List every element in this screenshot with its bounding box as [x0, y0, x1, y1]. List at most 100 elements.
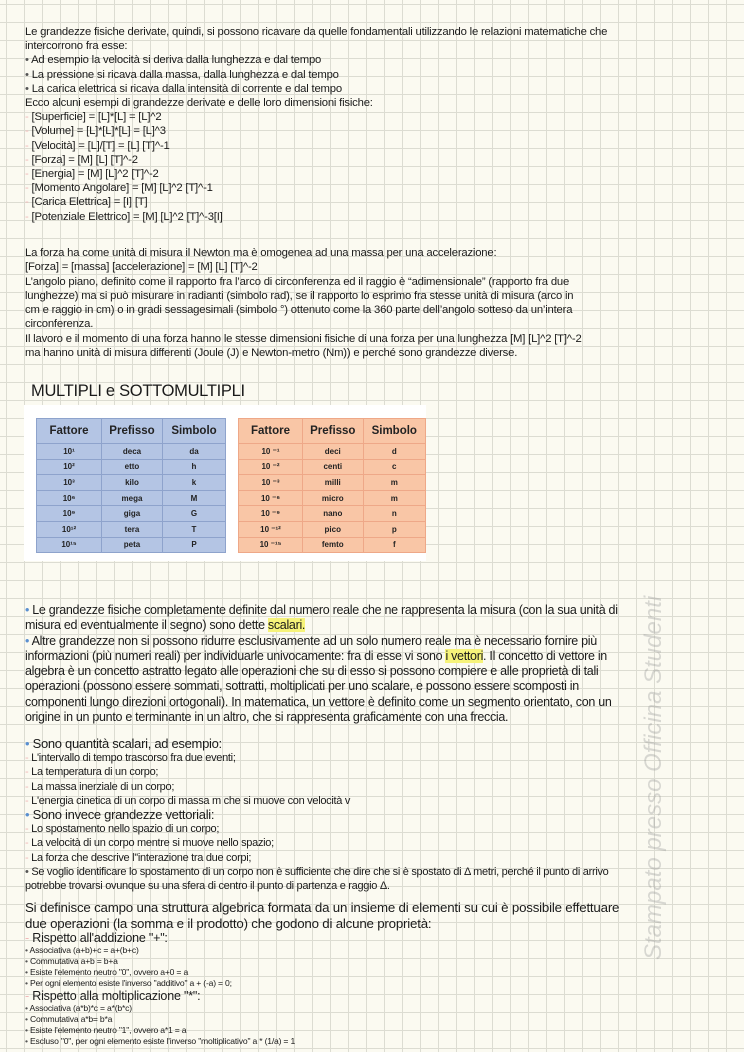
- list-item: - L'energia cinetica di un corpo di mass…: [25, 794, 351, 807]
- scalari-section: • Le grandezze fisiche completamente def…: [25, 603, 705, 725]
- table-cell: 10⁶: [36, 489, 102, 507]
- paragraph-line: • Le grandezze fisiche completamente def…: [25, 603, 618, 617]
- table-row: 10⁶ mega M: [36, 489, 226, 507]
- list-item: - La massa inerziale di un corpo;: [25, 780, 175, 793]
- section-title: MULTIPLI e SOTTOMULTIPLI: [31, 382, 245, 400]
- table-cell: 10 ⁻¹²: [238, 520, 303, 538]
- list-item: circonferenza.: [25, 318, 94, 331]
- list-item: [Forza] = [massa] [accelerazione] = [M] …: [25, 261, 258, 274]
- table-row: 10¹ deca da: [36, 443, 226, 460]
- campo-section: Si definisce campo una struttura algebri…: [25, 900, 705, 1047]
- paragraph-line: misura ed eventualmente il segno) sono d…: [25, 618, 306, 633]
- list-heading: • Sono invece grandezze vettoriali:: [25, 807, 215, 823]
- list-item: • Associativa (a*b)*c = a*(b*c): [25, 1003, 132, 1013]
- table-cell: G: [162, 505, 226, 522]
- list-heading: • Sono quantità scalari, ad esempio:: [25, 736, 222, 751]
- text-line: Si definisce campo una struttura algebri…: [25, 900, 620, 915]
- table-cell: femto: [302, 536, 364, 554]
- table-row: 10 ⁻¹⁵ femto f: [238, 536, 427, 554]
- list-item: • Esiste l'elemento neutro "0", ovvero a…: [25, 967, 189, 977]
- column-header: Simbolo: [162, 418, 226, 444]
- table-cell: n: [362, 505, 427, 522]
- table-cell: 10⁹: [36, 505, 102, 522]
- bullet-item: • Ad esempio la velocità si deriva dalla…: [25, 54, 322, 67]
- note-line: • Se voglio identificare lo spostamento …: [25, 865, 609, 878]
- table-row: 10 ⁻² centi c: [238, 458, 427, 476]
- table-cell: micro: [302, 489, 364, 507]
- list-item: ma hanno unità di misura differenti (Jou…: [25, 347, 518, 360]
- table-cell: 10 ⁻⁶: [238, 489, 303, 507]
- multipli-table: Fattore Prefisso Simbolo 10¹ deca da 10² etto h 1…: [36, 418, 226, 554]
- table-cell: pico: [302, 520, 364, 538]
- esempi-section: • Sono quantità scalari, ad esempio: - L…: [25, 736, 705, 893]
- table-row: 10⁹ giga G: [36, 505, 226, 522]
- table-cell: 10³: [36, 474, 102, 491]
- table-cell: 10 ⁻²: [238, 458, 303, 476]
- table-cell: milli: [302, 474, 364, 491]
- text-line: intercorrono fra esse:: [25, 40, 128, 53]
- sottomultipli-table: Fattore Prefisso Simbolo 10 ⁻¹ deci d 10 ⁻² cen…: [238, 418, 427, 554]
- table-cell: m: [362, 489, 427, 507]
- examples-list: - [Superficie] = [L]*[L] = [L]^2- [Volum…: [25, 110, 705, 224]
- table-cell: 10 ⁻³: [238, 474, 303, 491]
- column-header: Fattore: [238, 418, 303, 444]
- list-item: - [Superficie] = [L]*[L] = [L]^2: [25, 111, 162, 124]
- table-row: 10 ⁻¹ deci d: [238, 443, 427, 460]
- text-line: due operazioni (la somma e il prodotto) …: [25, 915, 432, 931]
- bullet-item: • La carica elettrica si ricava dalla in…: [25, 82, 342, 95]
- table-cell: nano: [302, 505, 364, 522]
- table-row: 10¹² tera T: [36, 520, 226, 538]
- list-item: - [Energia] = [M] [L]^2 [T]^-2: [25, 168, 159, 181]
- list-item: • Escluso "0", per ogni elemento esiste …: [25, 1036, 296, 1046]
- column-header: Simbolo: [362, 418, 427, 444]
- list-item: - [Potenziale Elettrico] = [M] [L]^2 [T]…: [25, 210, 223, 223]
- intro-section: Le grandezze fisiche derivate, quindi, s…: [25, 25, 705, 224]
- text-line: Ecco alcuni esempi di grandezze derivate…: [25, 97, 373, 110]
- table-row: 10 ⁻⁶ micro m: [238, 489, 427, 507]
- paragraph-line: • Altre grandezze non si possono ridurre…: [25, 633, 597, 648]
- table-cell: centi: [302, 458, 364, 476]
- table-cell: 10 ⁻¹: [238, 443, 303, 460]
- table-cell: mega: [101, 489, 163, 507]
- paragraph-line: algebra è un concetto astratto legato al…: [25, 664, 599, 679]
- list-item: • Commutativa a+b = b+a: [25, 956, 118, 966]
- table-cell: deci: [302, 443, 364, 460]
- column-header: Prefisso: [101, 418, 163, 444]
- paragraph-line: informazioni (più numeri reali) per indi…: [25, 648, 607, 663]
- list-item: La forza ha come unità di misura il Newt…: [25, 247, 497, 259]
- list-item: - [Volume] = [L]*[L]*[L] = [L]^3: [25, 125, 166, 138]
- list-item: cm e raggio in cm) o in gradi sessagesim…: [25, 304, 573, 317]
- paragraph-line: origine in un punto e terminante in un a…: [25, 710, 509, 725]
- table-cell: etto: [101, 458, 163, 476]
- list-item: • Associativa (a+b)+c = a+(b+c): [25, 945, 139, 955]
- list-item: - [Forza] = [M] [L] [T]^-2: [25, 153, 138, 166]
- table-cell: f: [362, 536, 427, 554]
- table-cell: M: [162, 489, 226, 507]
- table-row: 10 ⁻⁹ nano n: [238, 505, 427, 522]
- list-item: • Per ogni elemento esiste l'inverso "ad…: [25, 978, 232, 988]
- paragraph-line: componenti lungo direzioni ortogonali). …: [25, 694, 612, 709]
- table-cell: 10¹⁵: [36, 536, 102, 554]
- list-item: - La forza che descrive l''interazione t…: [25, 851, 252, 864]
- prefix-tables-image: Fattore Prefisso Simbolo 10¹ deca da 10² etto h 1…: [24, 405, 427, 561]
- table-cell: 10¹²: [36, 520, 102, 538]
- list-item: - [Velocità] = [L]/[T] = [L] [T]^-1: [25, 139, 170, 152]
- table-header-row: Fattore Prefisso Simbolo: [238, 418, 427, 444]
- column-header: Fattore: [36, 418, 102, 444]
- list-item: lunghezze) ma si può misurare in radiant…: [25, 289, 574, 302]
- table-cell: d: [362, 443, 427, 460]
- table-cell: k: [162, 474, 226, 491]
- table-row: 10³ kilo k: [36, 474, 226, 491]
- list-heading: - Rispetto all'addizione "+":: [25, 931, 168, 945]
- table-cell: giga: [101, 505, 163, 522]
- list-item: L’angolo piano, definito come il rapport…: [25, 275, 570, 288]
- list-item: • Commutativa a*b= b*a: [25, 1014, 113, 1024]
- list-item: - [Momento Angolare] = [M] [L]^2 [T]^-1: [25, 182, 213, 195]
- text-line: Le grandezze fisiche derivate, quindi, s…: [25, 26, 608, 38]
- table-header-row: Fattore Prefisso Simbolo: [36, 418, 226, 444]
- list-item: Il lavoro e il momento di una forza hann…: [25, 332, 582, 345]
- list-item: - L'intervallo di tempo trascorso fra du…: [25, 752, 236, 765]
- table-cell: da: [162, 443, 226, 460]
- table-row: 10¹⁵ peta P: [36, 536, 226, 554]
- table-row: 10 ⁻³ milli m: [238, 474, 427, 491]
